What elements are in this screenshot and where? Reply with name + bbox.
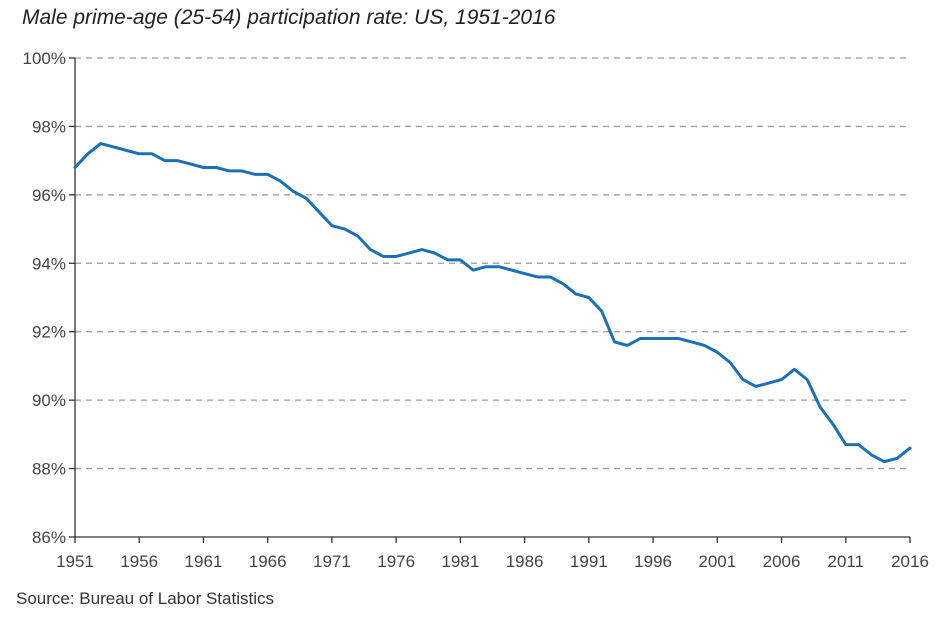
x-tick-label: 1971 [313,552,351,571]
x-tick-label: 1961 [185,552,223,571]
gridlines [75,57,910,470]
x-axis: 1951 1956 1961 1966 1971 1976 1981 1986 1991 1996… [56,536,929,571]
x-tick-label: 1976 [377,552,415,571]
y-tick-label: 94% [32,254,66,273]
y-tick-label: 88% [32,460,66,479]
x-tick-label: 1956 [120,552,158,571]
x-tick-label: 1996 [634,552,672,571]
x-tick-label: 2011 [827,552,864,571]
y-tick-label: 92% [32,323,66,342]
y-axis: 86% 88% 90% 92% 94% 96% 98% 100% [23,49,76,547]
x-tick-label: 1991 [570,552,608,571]
x-tick-label: 2006 [763,552,801,571]
series-line [73,142,912,464]
x-tick-label: 1966 [249,552,287,571]
y-tick-label: 86% [32,528,66,547]
y-tick-label: 100% [23,49,66,68]
x-tick-label: 2016 [891,552,929,571]
chart-title: Male prime-age (25-54) participation rat… [22,6,556,29]
series-group [73,142,912,464]
x-tick-label: 1951 [56,552,94,571]
source-note: Source: Bureau of Labor Statistics [16,589,274,608]
x-tick-label: 1986 [506,552,544,571]
y-tick-label: 90% [32,391,66,410]
y-tick-label: 96% [32,186,66,205]
y-tick-label: 98% [32,117,66,136]
x-tick-label: 1981 [441,552,479,571]
x-tick-label: 2001 [698,552,736,571]
